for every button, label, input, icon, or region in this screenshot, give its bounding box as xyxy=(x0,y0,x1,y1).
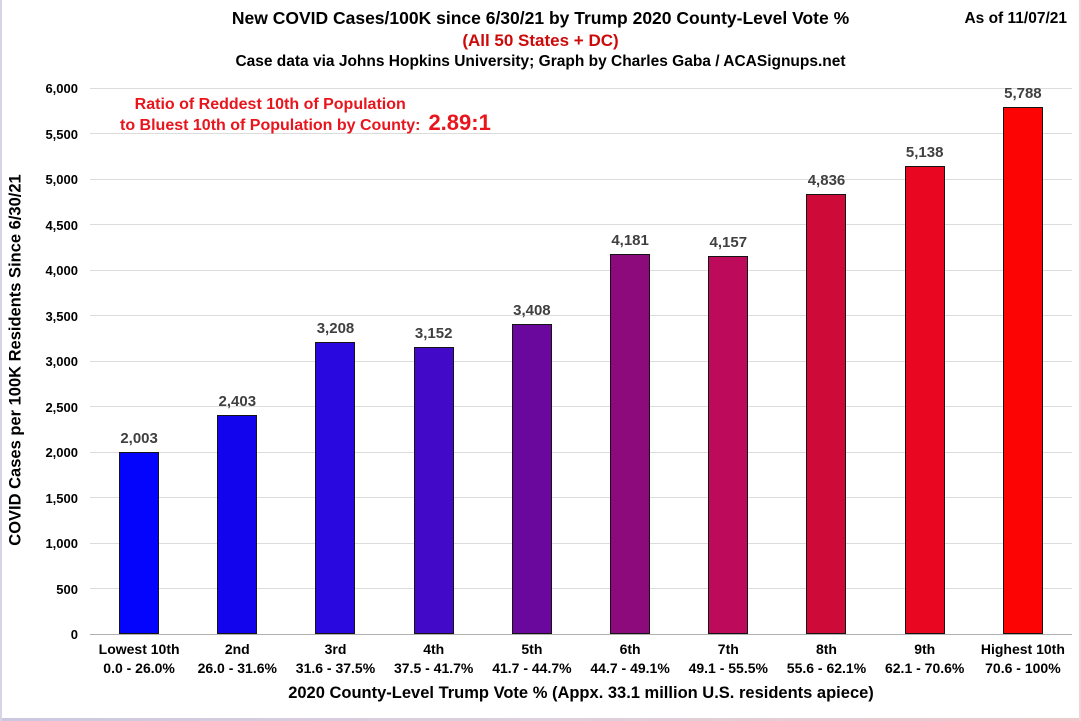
bar-7 xyxy=(708,255,749,634)
bar-10 xyxy=(1002,107,1043,634)
y-tick-label: 1,000 xyxy=(45,536,78,551)
bar-value-label: 5,138 xyxy=(905,144,944,162)
x-category-name: 8th xyxy=(815,641,837,657)
bar-column: 5,138 xyxy=(876,88,974,634)
gridline xyxy=(90,451,1072,453)
as-of-date: As of 11/07/21 xyxy=(960,8,1071,30)
gridline xyxy=(90,360,1072,362)
gridline xyxy=(90,269,1072,271)
y-tick-label: 4,500 xyxy=(45,217,78,233)
bar-value-label: 3,208 xyxy=(316,320,355,338)
gridline xyxy=(90,497,1072,498)
chart-subtitle: (All 50 States + DC) xyxy=(462,31,619,50)
y-tick-label: 6,000 xyxy=(45,81,78,96)
x-category-name: 7th xyxy=(717,641,739,657)
bar-8 xyxy=(806,193,847,634)
x-category-label: 9th 62.1 - 70.6% xyxy=(866,640,984,678)
bar-value-label: 2,003 xyxy=(120,429,158,447)
x-category-name: 9th xyxy=(914,641,936,657)
ratio-annotation-line1: Ratio of Reddest 10th of Population xyxy=(134,96,406,113)
x-category-label: 5th 41.7 - 44.7% xyxy=(473,640,591,678)
x-category-label: 7th 49.1 - 55.5% xyxy=(669,640,787,678)
bar-column: 5,788 xyxy=(974,85,1072,634)
bar-column: 3,408 xyxy=(483,88,581,634)
x-category-label: 4th 37.5 - 41.7% xyxy=(375,640,493,678)
x-category-name: 5th xyxy=(521,641,543,657)
x-category-range: 26.0 - 31.6% xyxy=(197,660,277,676)
y-tick-label: 2,000 xyxy=(45,445,78,460)
x-category-range: 37.5 - 41.7% xyxy=(393,660,474,676)
x-category-range: 44.7 - 49.1% xyxy=(590,660,670,676)
y-tick-label: 1,500 xyxy=(45,490,78,506)
gridline xyxy=(90,224,1072,225)
ratio-value: 2.89:1 xyxy=(428,110,491,135)
x-category-label: 2nd 26.0 - 31.6% xyxy=(178,640,296,678)
bar-1 xyxy=(119,451,160,634)
x-category-range: 62.1 - 70.6% xyxy=(884,660,965,676)
y-tick-label: 3,500 xyxy=(45,308,78,324)
gridline xyxy=(90,406,1072,407)
bar-column: 2,003 xyxy=(90,88,188,634)
gridline xyxy=(90,178,1072,180)
y-tick-label: 5,000 xyxy=(45,172,78,187)
gridline xyxy=(90,588,1072,589)
bar-value-label: 5,788 xyxy=(1004,85,1042,103)
bar-column: 4,181 xyxy=(581,88,679,634)
bar-value-label: 4,181 xyxy=(611,231,649,249)
bar-2 xyxy=(217,415,258,634)
bar-9 xyxy=(904,166,945,634)
x-category-label: 3rd 31.6 - 37.5% xyxy=(276,640,394,678)
ratio-annotation-line2: to Bluest 10th of Population by County: xyxy=(120,117,421,134)
x-category-range: 55.6 - 62.1% xyxy=(786,660,867,676)
x-category-label: 8th 55.6 - 62.1% xyxy=(767,640,885,678)
x-category-name: 3rd xyxy=(324,641,347,657)
x-category-name: 4th xyxy=(423,641,445,657)
bar-column: 4,836 xyxy=(777,88,875,634)
y-tick-label: 500 xyxy=(56,581,78,597)
y-tick-label: 2,500 xyxy=(45,399,78,415)
chart-credit: Case data via Johns Hopkins University; … xyxy=(235,53,846,70)
x-category-name: 2nd xyxy=(224,641,250,657)
x-category-label: 6th 44.7 - 49.1% xyxy=(571,640,689,678)
bar-5 xyxy=(511,323,552,634)
x-category-name: Lowest 10th xyxy=(98,641,180,657)
bar-column: 4,157 xyxy=(679,88,777,634)
gridline xyxy=(90,133,1072,134)
x-category-name: Highest 10th xyxy=(980,641,1065,657)
bar-column: 3,208 xyxy=(286,88,384,634)
x-category-label: Highest 10th 70.6 - 100% xyxy=(964,640,1081,678)
gridline xyxy=(90,633,1072,635)
y-tick-label: 0 xyxy=(70,627,78,642)
bar-3 xyxy=(315,342,356,634)
x-category-range: 41.7 - 44.7% xyxy=(492,660,572,676)
x-axis-title: 2020 County-Level Trump Vote % (Appx. 33… xyxy=(288,684,874,702)
window-bottom-edge xyxy=(2,718,1079,721)
bar-value-label: 3,152 xyxy=(414,325,453,343)
ratio-annotation: Ratio of Reddest 10th of Population to B… xyxy=(120,94,491,136)
x-category-range: 70.6 - 100% xyxy=(985,660,1061,676)
plot-area: 2,003 2,403 3,208 3,152 3,408 4,181 4,157 4,836… xyxy=(90,85,1072,635)
bar-column: 2,403 xyxy=(188,88,286,634)
gridline xyxy=(90,542,1072,544)
y-tick-label: 4,000 xyxy=(45,263,78,278)
x-category-range: 49.1 - 55.5% xyxy=(688,660,768,676)
bar-value-label: 4,157 xyxy=(709,233,748,251)
bar-4 xyxy=(413,347,454,634)
bar-6 xyxy=(610,253,651,634)
gridline xyxy=(90,315,1072,316)
x-category-label: Lowest 10th 0.0 - 26.0% xyxy=(80,640,198,678)
gridline xyxy=(90,87,1072,89)
x-category-name: 6th xyxy=(619,641,641,657)
x-category-range: 31.6 - 37.5% xyxy=(295,660,376,676)
bar-value-label: 4,836 xyxy=(807,171,846,189)
x-category-range: 0.0 - 26.0% xyxy=(103,660,175,676)
bar-value-label: 3,408 xyxy=(513,301,551,319)
chart-title: New COVID Cases/100K since 6/30/21 by Tr… xyxy=(231,8,850,28)
bar-value-label: 2,403 xyxy=(218,393,257,411)
bar-column: 3,152 xyxy=(385,88,483,634)
y-tick-label: 5,500 xyxy=(45,126,78,142)
y-tick-label: 3,000 xyxy=(45,354,78,369)
